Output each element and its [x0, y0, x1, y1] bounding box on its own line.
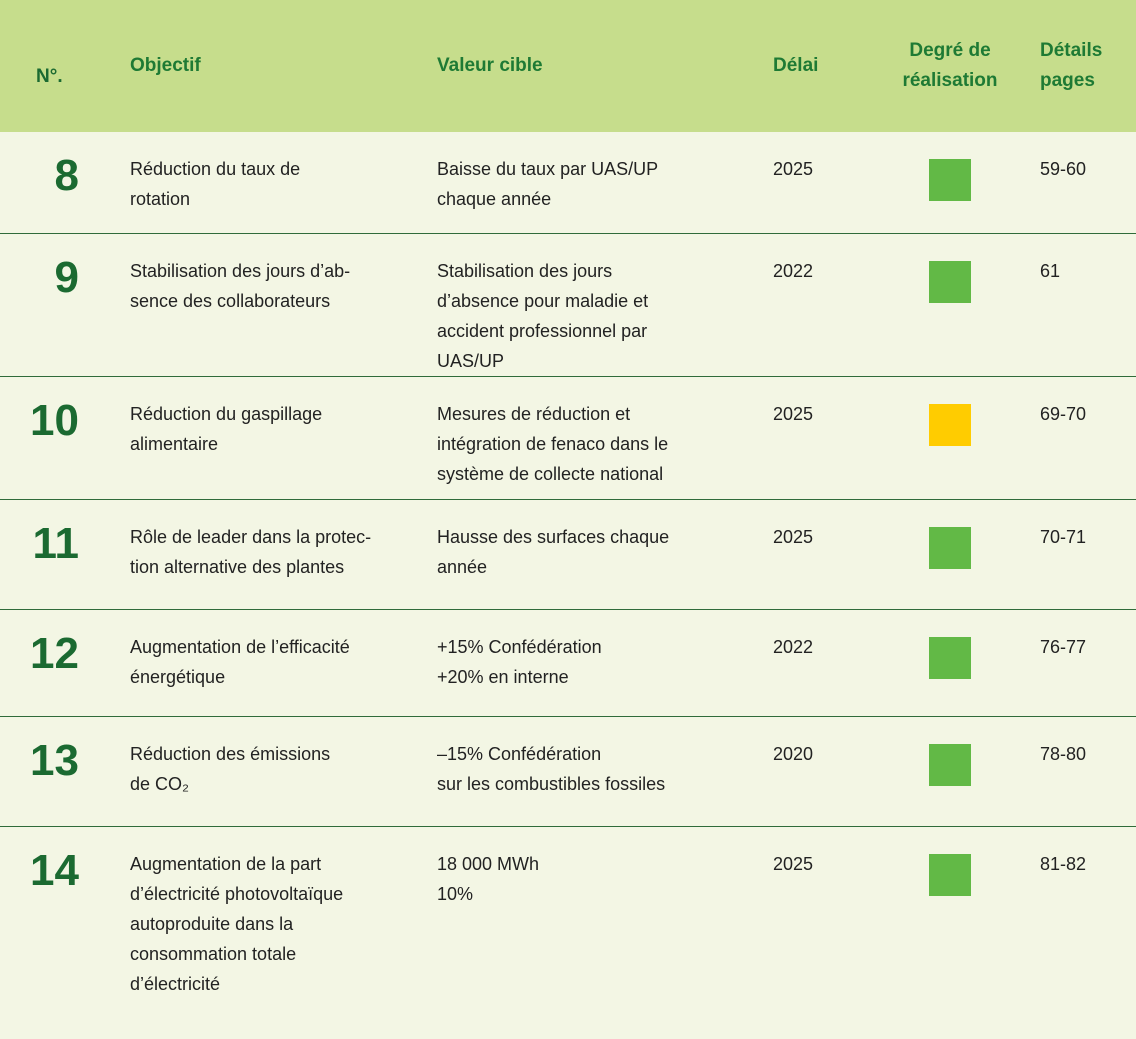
objective: Stabilisation des jours d’ab- sence des … — [95, 233, 425, 377]
objective-number: 13 — [0, 716, 95, 827]
status-cell — [880, 609, 1020, 717]
header-cell: Objectif — [95, 0, 425, 132]
table-body: 8 Réduction du taux de rotation Baisse du … — [0, 132, 1136, 1039]
header-cell: Degré de réalisation — [880, 0, 1020, 132]
status-cell — [880, 716, 1020, 827]
pages: 78-80 — [1020, 716, 1136, 827]
objective-number: 11 — [0, 499, 95, 610]
pages: 70-71 — [1020, 499, 1136, 610]
table-row: 11 Rôle de leader dans la protec- tion al… — [0, 499, 1136, 610]
target-value: +15% Confédération +20% en interne — [425, 609, 760, 717]
status-indicator — [929, 403, 971, 446]
header-cell: N°. — [0, 0, 95, 132]
objective-number: 10 — [0, 376, 95, 500]
objective: Réduction des émissions de CO₂ — [95, 716, 425, 827]
deadline: 2025 — [760, 499, 880, 610]
target-value: 18 000 MWh 10% — [437, 853, 540, 904]
objective-number: 14 — [30, 845, 79, 895]
status-cell — [880, 376, 1020, 500]
objective: Rôle de leader dans la protec- tion alte… — [95, 499, 425, 610]
page: N°. Objectif Valeur cible Délai Degré de réa… — [0, 0, 1136, 994]
table-row: 10 Réduction du gaspillage alimentaire Mes… — [0, 376, 1136, 500]
status-indicator — [929, 853, 971, 896]
pages: 76-77 — [1020, 609, 1136, 717]
pages: 69-70 — [1020, 376, 1136, 500]
deadline: 2020 — [760, 716, 880, 827]
table-header: N°. Objectif Valeur cible Délai Degré de réa… — [0, 0, 1136, 132]
pages: 59-60 — [1020, 132, 1136, 234]
status-indicator — [929, 260, 971, 303]
deadline: 2025 — [760, 132, 880, 234]
table-row: 13 Réduction des émissions de CO₂ –15% Con… — [0, 716, 1136, 827]
status-cell — [880, 132, 1020, 234]
status-indicator — [929, 159, 971, 201]
status-cell — [880, 826, 1020, 1039]
target-value: Stabilisation des jours d’absence pour m… — [425, 233, 760, 377]
objective-number: 8 — [0, 132, 95, 234]
pages: 81-82 — [1040, 853, 1087, 874]
status-indicator — [929, 743, 971, 786]
objective: Réduction du gaspillage alimentaire — [95, 376, 425, 500]
objective: Augmentation de l’efficacité énergétique — [95, 609, 425, 717]
table-row: 8 Réduction du taux de rotation Baisse du … — [0, 132, 1136, 234]
status-cell — [880, 233, 1020, 377]
deadline: 2022 — [760, 609, 880, 717]
target-value: Mesures de réduction et intégration de f… — [425, 376, 760, 500]
status-indicator — [929, 636, 971, 679]
status-indicator — [929, 526, 971, 569]
header-cell: Délai — [760, 0, 880, 132]
header-cell: Détails pages — [1020, 0, 1136, 132]
header-cell: Valeur cible — [425, 0, 760, 132]
status-cell — [880, 499, 1020, 610]
objective-number: 9 — [0, 233, 95, 377]
deadline: 2025 — [760, 376, 880, 500]
table-row: 9 Stabilisation des jours d’ab- sence des… — [0, 233, 1136, 377]
header-row: N°. Objectif Valeur cible Délai Degré de réa… — [0, 0, 1136, 132]
target-value: Baisse du taux par UAS/UP chaque année — [425, 132, 760, 234]
table-row: 14 Augmentation de la part d’électricité … — [0, 826, 1136, 1039]
table-row: 12 Augmentation de l’efficacité énergétiq… — [0, 609, 1136, 717]
deadline: 2022 — [760, 233, 880, 377]
objective: Augmentation de la part d’électricité ph… — [130, 853, 344, 994]
pages: 61 — [1020, 233, 1136, 377]
objective-number: 12 — [0, 609, 95, 717]
deadline: 2025 — [773, 853, 814, 874]
target-value: –15% Confédération sur les combustibles … — [425, 716, 760, 827]
objective: Réduction du taux de rotation — [95, 132, 425, 234]
target-value: Hausse des surfaces chaque année — [425, 499, 760, 610]
